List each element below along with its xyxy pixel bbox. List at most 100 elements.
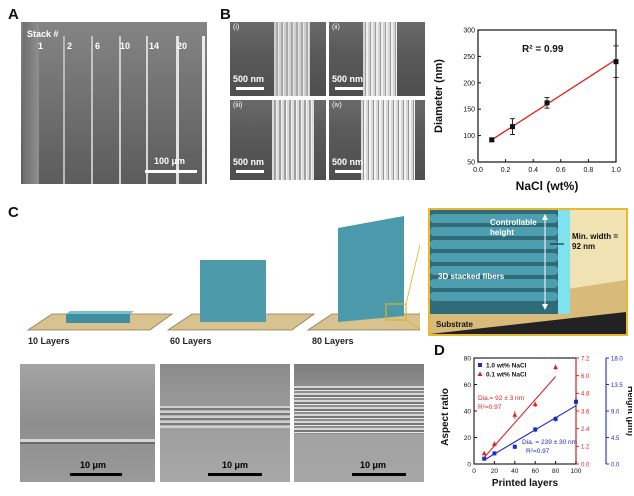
- scale-bar-label: 100 μm: [154, 156, 186, 166]
- r-squared-label: R² = 0.99: [522, 44, 564, 55]
- scale-bar-label: 10 μm: [222, 460, 249, 470]
- x-tick-label: 0.6: [556, 167, 566, 174]
- x-tick-label: 40: [511, 468, 519, 475]
- panel-label-a: A: [8, 6, 19, 23]
- scale-bar-label: 500 nm: [233, 74, 265, 84]
- data-point: [553, 364, 558, 370]
- red-tick-label: 6.0: [581, 374, 590, 380]
- scale-bar: [208, 473, 262, 476]
- data-point: [553, 416, 558, 421]
- blue-tick-label: 18.0: [611, 356, 623, 362]
- stack-number: 14: [149, 41, 160, 51]
- stack-number: 1: [38, 41, 44, 51]
- subpanel-label: (ii): [332, 24, 340, 31]
- data-point: [492, 451, 497, 456]
- blue-tick-label: 13.5: [611, 383, 623, 389]
- x-tick-label: 0.4: [528, 167, 538, 174]
- scale-bar: [335, 87, 363, 90]
- sem-image-iv: (iv) 500 nm: [329, 100, 425, 180]
- fit-line: [483, 376, 557, 458]
- scale-bar: [236, 87, 264, 90]
- layers-label: 10 Layers: [28, 336, 70, 346]
- data-point: [544, 100, 550, 106]
- y-tick-label: 100: [463, 133, 475, 140]
- red-tick-label: 3.6: [581, 409, 590, 415]
- fit-line: [483, 405, 577, 461]
- red-tick-label: 1.2: [581, 445, 590, 451]
- legend-label: 0.1 wt% NaCl: [486, 372, 527, 379]
- y-axis-label: Diameter (nm): [433, 59, 445, 133]
- panel-a-sem-image: Stack # 1 2 6 10 14 20 100 μm: [21, 22, 207, 184]
- red-dia-annotation: Dia.= 92 ± 3 nm: [478, 395, 524, 402]
- y-tick-label: 80: [464, 355, 472, 362]
- wall-60: [200, 260, 266, 322]
- x-tick-label: 100: [571, 468, 582, 475]
- data-point: [574, 399, 578, 404]
- scale-bar-label: 500 nm: [233, 157, 265, 167]
- sem-image-ii: (ii) 500 nm: [329, 22, 425, 96]
- legend-label: 1.0 wt% NaCl: [486, 363, 527, 370]
- x-tick-label: 80: [552, 468, 560, 475]
- x-axis-label: Printed layers: [492, 478, 559, 489]
- controllable-height-label: Controllable height: [490, 218, 537, 237]
- aspect-ratio-vs-layers-chart: 0 20 40 60 80 100 0 20 40 60 80 0.0 1.2 2.4 3.6 4.8 6.0 7…: [440, 355, 632, 489]
- stack-line-6: [119, 36, 121, 184]
- scale-bar-label: 10 μm: [80, 460, 107, 470]
- stack-line-20: [202, 36, 205, 184]
- subpanel-label: (i): [233, 24, 240, 31]
- inset-3d-fibers: Controllable height Min. width = 92 nm 3…: [428, 208, 628, 336]
- legend-marker: [478, 363, 482, 367]
- stack-number: 10: [120, 41, 131, 51]
- stack-line-14: [176, 36, 179, 184]
- blue-r2-annotation: R²=0.97: [526, 448, 550, 455]
- data-point: [532, 401, 538, 407]
- scale-bar: [145, 170, 197, 173]
- panel-label-d: D: [434, 342, 445, 359]
- scale-bar: [335, 170, 363, 173]
- x-tick-label: 0.8: [584, 167, 594, 174]
- substrate-80: [306, 313, 420, 331]
- substrate-label: Substrate: [436, 320, 473, 329]
- x-tick-label: 20: [491, 468, 499, 475]
- x-tick-label: 0.2: [501, 167, 511, 174]
- y-axis-label: Aspect ratio: [440, 388, 451, 446]
- sem-image-iii: (iii) 500 nm: [230, 100, 326, 180]
- y-tick-label: 0: [467, 461, 471, 468]
- y-tick-label: 200: [463, 80, 475, 87]
- panel-label-c: C: [8, 204, 19, 221]
- red-tick-label: 0.0: [581, 462, 590, 468]
- x-tick-label: 0.0: [473, 167, 483, 174]
- sem-80-layers: 10 μm: [294, 364, 424, 482]
- scale-bar-label: 500 nm: [332, 157, 364, 167]
- sem-60-layers: 10 μm: [160, 364, 290, 482]
- y-tick-label: 250: [463, 54, 475, 61]
- y-axis-label-right: Height (μm): [626, 386, 632, 436]
- x-axis-label: NaCl (wt%): [516, 179, 579, 193]
- wall-10: [66, 314, 130, 323]
- red-tick-label: 2.4: [581, 427, 590, 433]
- scale-bar: [236, 170, 264, 173]
- layers-label: 80 Layers: [312, 336, 354, 346]
- layer-illustrations: [26, 216, 420, 331]
- y-tick-label: 20: [464, 435, 472, 442]
- blue-dia-annotation: Dia. = 239 ± 30 nm: [522, 439, 577, 446]
- wall-10-top: [66, 311, 134, 314]
- stack-number: 20: [177, 41, 188, 51]
- blue-tick-label: 0.0: [611, 462, 620, 468]
- data-point: [533, 427, 538, 432]
- zoom-box: [385, 303, 407, 321]
- stack-line-2: [91, 36, 93, 184]
- plot-frame: [477, 29, 617, 163]
- wall-80: [338, 216, 404, 322]
- blue-tick-label: 9.0: [611, 409, 620, 415]
- y-tick-label: 150: [463, 107, 475, 114]
- blue-tick-label: 4.5: [611, 436, 620, 442]
- stack-number: 6: [95, 41, 101, 51]
- data-point: [482, 456, 487, 461]
- sem-image-i: (i) 500 nm: [230, 22, 326, 96]
- y-tick-label: 60: [464, 382, 472, 389]
- x-tick-label: 0: [472, 468, 476, 475]
- subpanel-label: (iv): [332, 102, 342, 109]
- scale-bar: [352, 473, 406, 476]
- stack-number: 2: [67, 41, 73, 51]
